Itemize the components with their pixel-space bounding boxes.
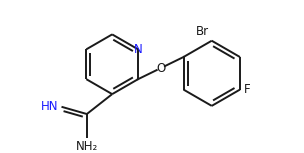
Text: O: O (156, 62, 165, 75)
Text: HN: HN (41, 100, 59, 113)
Text: Br: Br (196, 25, 209, 38)
Text: F: F (244, 83, 250, 96)
Text: NH₂: NH₂ (76, 140, 98, 153)
Text: N: N (134, 43, 142, 56)
